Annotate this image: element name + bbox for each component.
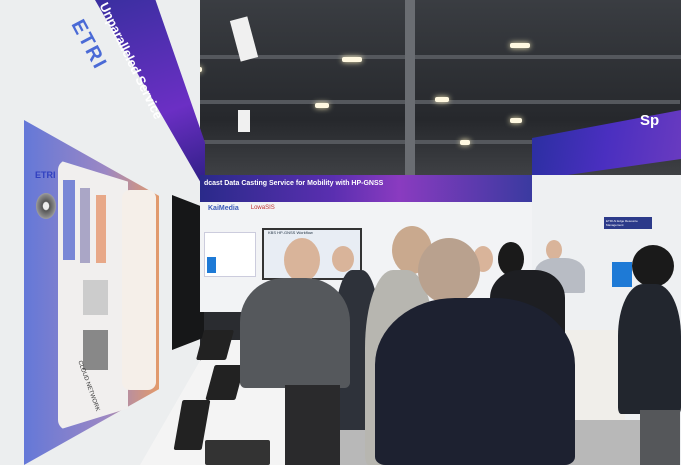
person-foreground <box>375 298 575 465</box>
poster-diagram-panel <box>58 160 128 430</box>
ceiling-light <box>510 43 530 48</box>
diagram-block <box>80 188 90 263</box>
ceiling-beam <box>150 55 681 59</box>
ceiling-light <box>435 97 449 102</box>
panel-graphic <box>207 257 216 273</box>
ceiling-light <box>510 118 522 123</box>
back-banner-title: dcast Data Casting Service for Mobility … <box>204 180 384 187</box>
screen-title: KBS HP-GNSS Workflow <box>268 230 313 235</box>
ceiling-light <box>315 103 329 108</box>
presenter-head <box>284 238 320 282</box>
support-column <box>405 0 415 178</box>
poster-right-panel <box>122 190 156 390</box>
laptop-keyboard <box>205 440 270 465</box>
person-head <box>332 246 354 272</box>
diagram-block <box>63 180 75 260</box>
kaimedia-logo: KaiMedia <box>208 204 239 212</box>
wall-tv <box>172 195 204 350</box>
person-head <box>546 240 562 260</box>
ceiling-light <box>460 140 470 145</box>
right-wall-graphic <box>612 262 632 287</box>
poster-etri-logo: ETRI <box>35 170 56 180</box>
presenter <box>240 278 350 388</box>
diagram-block <box>83 330 108 370</box>
person <box>618 284 681 414</box>
diagram-block <box>96 195 106 263</box>
back-banner <box>200 175 532 202</box>
ceiling-light <box>342 57 362 62</box>
ceiling-beam <box>200 140 680 144</box>
presenter-legs <box>285 385 340 465</box>
edge-resource-box: ETRI AI Edge Resource Management <box>604 217 652 229</box>
person-legs <box>640 410 680 465</box>
spotlight <box>238 110 250 132</box>
lowasis-logo: LowaSIS <box>250 205 275 211</box>
right-banner-text: Sp <box>640 112 660 129</box>
film-reel-icon <box>36 193 56 219</box>
ceiling-beam <box>180 100 680 104</box>
sponsor-logos: KaiMedia LowaSIS <box>208 203 275 213</box>
person-head <box>632 245 674 287</box>
info-panel <box>204 232 256 277</box>
person-head <box>418 238 480 304</box>
diagram-block <box>83 280 108 315</box>
